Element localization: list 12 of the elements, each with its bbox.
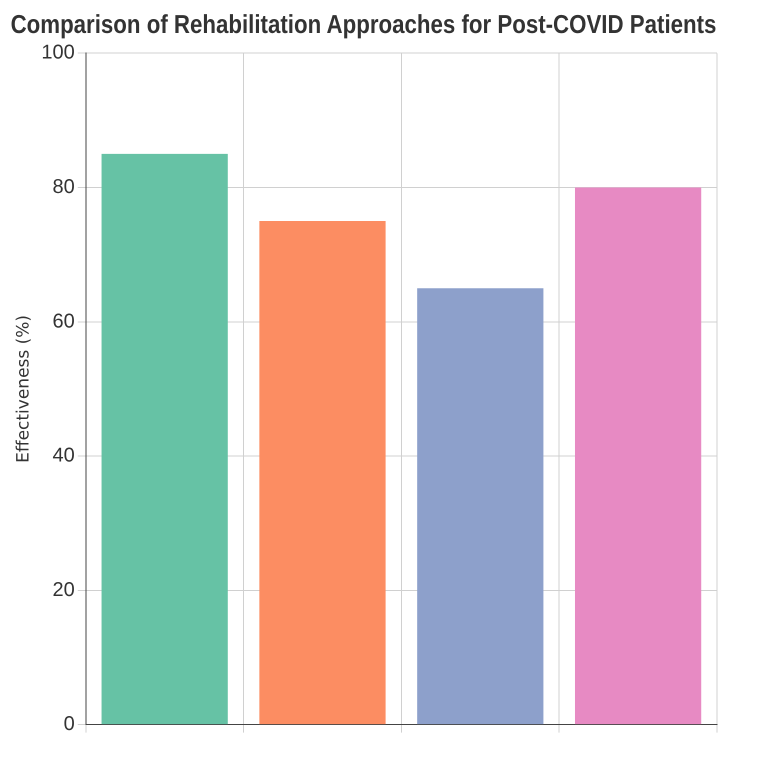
y-tick-label: 60 <box>52 310 75 332</box>
bar <box>574 187 702 724</box>
y-tick-label: 40 <box>52 444 75 467</box>
y-tick-label: 20 <box>52 578 75 601</box>
bar <box>102 154 228 724</box>
bar <box>259 221 386 724</box>
y-tick-label: 100 <box>41 42 75 64</box>
chart-title: Comparison of Rehabilitation Approaches for Post-COVID Patients <box>10 10 716 40</box>
y-tick-label: 0 <box>64 713 75 736</box>
y-axis-title: Effectiveness (%) <box>14 314 34 463</box>
bar <box>417 288 544 724</box>
y-tick-label: 80 <box>52 176 75 198</box>
